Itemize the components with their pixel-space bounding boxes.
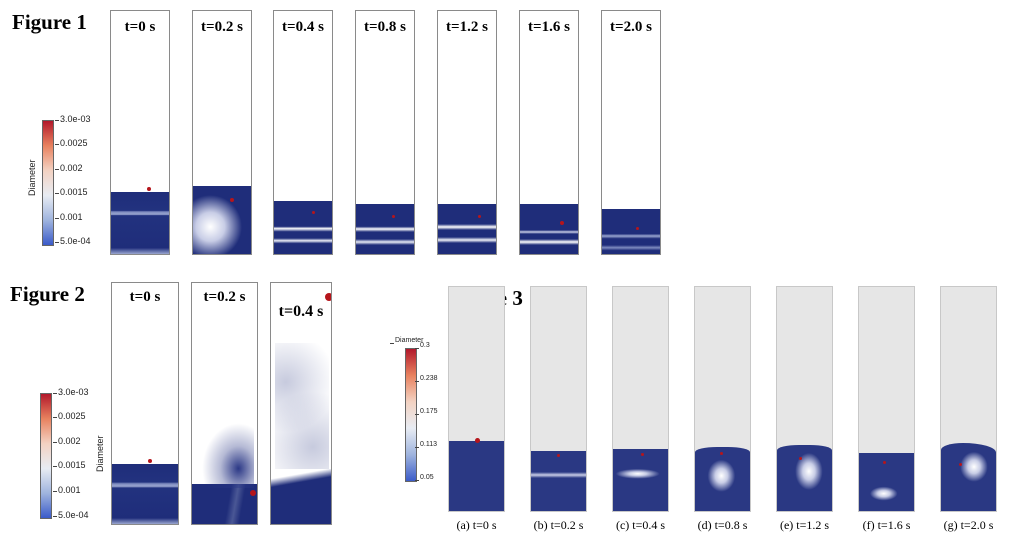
panel-time-label: t=0.8 s: [364, 19, 406, 35]
panel-time-label: t=2.0 s: [610, 19, 652, 35]
figure-1-panel: t=0 s: [110, 10, 170, 255]
panel-time-label: t=0.4 s: [278, 303, 324, 320]
figure-2-panel: t=0.4 s: [270, 282, 332, 525]
figure-1-title: Figure 1: [12, 10, 87, 34]
intruder-particle: [147, 187, 151, 191]
granular-bed: [531, 451, 586, 511]
granular-bed: [941, 443, 996, 511]
intruder-particle: [250, 490, 256, 496]
panel-time-label: t=0.2 s: [203, 289, 246, 305]
figure-3-caption: (a) t=0 s: [456, 518, 497, 532]
figure-2-colorbar-tick: 0.0025: [53, 411, 86, 421]
intruder-particle: [325, 293, 331, 301]
figure-3-panel: [448, 286, 505, 512]
granular-bed: [192, 484, 257, 524]
panel-time-label: t=0 s: [129, 289, 161, 305]
figure-3-caption: (f) t=1.6 s: [862, 518, 911, 532]
figure-1-panel: t=1.2 s: [437, 10, 497, 255]
figure-3-caption: (d) t=0.8 s: [697, 518, 748, 532]
intruder-particle: [148, 459, 152, 463]
figure-3-panel: [940, 286, 997, 512]
figure-3-panel: [530, 286, 587, 512]
intruder-particle: [312, 211, 315, 214]
figure-1-panel: t=1.6 s: [519, 10, 579, 255]
intruder-particle: [799, 457, 802, 460]
granular-bed: [274, 201, 332, 254]
scattered-particles: [275, 343, 329, 473]
intruder-particle: [720, 452, 723, 455]
figure-3-colorbar-tick: 0.3: [415, 342, 430, 349]
intruder-particle: [959, 463, 962, 466]
panel-time-label: t=1.2 s: [446, 19, 488, 35]
figure-3-colorbar-tick: 0.238: [415, 375, 438, 382]
panel-time-label: t=0 s: [124, 19, 156, 35]
granular-bed: [859, 453, 914, 511]
figure-1-colorbar-tick: 0.0025: [55, 138, 88, 148]
intruder-particle: [478, 215, 481, 218]
granular-bed: [193, 186, 251, 254]
intruder-particle: [636, 227, 639, 230]
granular-bed: [112, 464, 178, 524]
granular-bed: [438, 204, 496, 254]
figure-3-caption: (b) t=0.2 s: [533, 518, 584, 532]
figure-3-colorbar-tick: 0.113: [415, 441, 437, 448]
granular-bed: [520, 204, 578, 254]
panel-time-label: t=0.2 s: [201, 19, 243, 35]
figure-2-colorbar-tick: 0.002: [53, 436, 81, 446]
intruder-particle: [641, 453, 644, 456]
figure-1-colorbar-tick: 0.0015: [55, 187, 88, 197]
figure-3-colorbar: [405, 348, 417, 482]
intruder-particle: [230, 198, 234, 202]
figure-1-panel: t=0.2 s: [192, 10, 252, 255]
granular-bed: [271, 469, 331, 524]
granular-bed: [111, 192, 169, 254]
figure-2-colorbar-tick: 5.0e-04: [53, 510, 89, 520]
intruder-particle: [392, 215, 395, 218]
intruder-particle: [560, 221, 564, 225]
granular-bed: [695, 447, 750, 511]
figure-2-panel: t=0 s: [111, 282, 179, 525]
intruder-particle: [557, 454, 560, 457]
figure-2-colorbar-tick: 3.0e-03: [53, 387, 89, 397]
figure-1-colorbar-tick: 5.0e-04: [55, 236, 91, 246]
figure-1-panel: t=0.4 s: [273, 10, 333, 255]
splash-region: [202, 423, 254, 488]
figure-1-colorbar: [42, 120, 54, 246]
figure-3-colorbar-label: Diameter: [389, 337, 424, 344]
figure-3-panel: [612, 286, 669, 512]
figure-3-panel: [694, 286, 751, 512]
figure-2-colorbar: [40, 393, 52, 519]
figure-1-panel: t=0.8 s: [355, 10, 415, 255]
panel-time-label: t=1.6 s: [528, 19, 570, 35]
granular-bed: [449, 441, 504, 511]
intruder-particle: [475, 438, 480, 443]
panel-time-label: t=0.4 s: [282, 19, 324, 35]
granular-bed: [356, 204, 414, 254]
figure-2-colorbar-label: Diameter: [95, 435, 105, 472]
granular-bed: [602, 209, 660, 254]
figure-2-panel: t=0.2 s: [191, 282, 258, 525]
figure-3-caption: (g) t=2.0 s: [943, 518, 994, 532]
figure-2-colorbar-tick: 0.0015: [53, 460, 86, 470]
figure-1-colorbar-tick: 0.002: [55, 163, 83, 173]
intruder-particle: [883, 461, 886, 464]
figure-3-colorbar-tick: 0.175: [415, 408, 438, 415]
granular-bed: [777, 445, 832, 511]
figure-2-title: Figure 2: [10, 282, 85, 306]
figure-1-colorbar-label: Diameter: [27, 159, 37, 196]
figure-3-panel: [776, 286, 833, 512]
figure-3-colorbar-tick: 0.05: [415, 474, 434, 481]
figure-3-panel: [858, 286, 915, 512]
figure-2-colorbar-tick: 0.001: [53, 485, 81, 495]
figure-1-colorbar-tick: 0.001: [55, 212, 83, 222]
figure-3-caption: (e) t=1.2 s: [779, 518, 830, 532]
granular-bed: [613, 449, 668, 511]
figure-1-colorbar-tick: 3.0e-03: [55, 114, 91, 124]
figure-1-panel: t=2.0 s: [601, 10, 661, 255]
figure-3-caption: (c) t=0.4 s: [615, 518, 666, 532]
